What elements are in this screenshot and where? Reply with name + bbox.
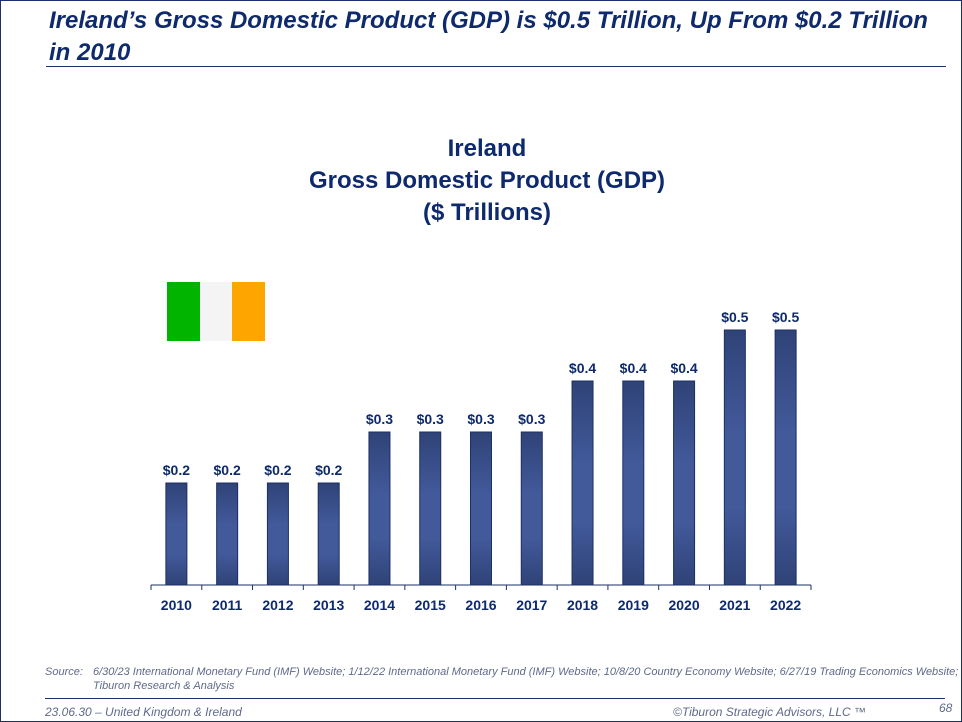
data-label-2018: $0.4 <box>569 360 596 376</box>
flag-white <box>199 282 233 341</box>
x-tick-label-2010: 2010 <box>161 597 192 613</box>
bar-2010 <box>165 482 188 586</box>
chart-title-line2: Gross Domestic Product (GDP) <box>308 167 666 194</box>
data-label-2021: $0.5 <box>721 309 748 325</box>
x-tick-label-2022: 2022 <box>770 597 801 613</box>
x-tick-label-2021: 2021 <box>719 597 750 613</box>
data-label-2022: $0.5 <box>772 309 799 325</box>
bar-2011 <box>216 482 239 586</box>
bar-2017 <box>520 431 543 586</box>
slide-title: Ireland’s Gross Domestic Product (GDP) i… <box>49 7 928 66</box>
source-text: 6/30/23 International Monetary Fund (IMF… <box>93 666 959 692</box>
header-divider <box>46 66 946 67</box>
bar-2022 <box>774 329 797 586</box>
bar-2015 <box>419 431 442 586</box>
bar-2018 <box>571 380 594 586</box>
bar-2020 <box>673 380 696 586</box>
chart-title: Ireland Gross Domestic Product (GDP) ($ … <box>187 133 787 229</box>
bar-2014 <box>368 431 391 586</box>
x-tick-label-2017: 2017 <box>516 597 547 613</box>
x-tick-label-2011: 2011 <box>212 597 243 613</box>
data-label-2011: $0.2 <box>214 462 241 478</box>
x-tick-label-2018: 2018 <box>567 597 598 613</box>
data-label-2010: $0.2 <box>163 462 190 478</box>
data-label-2016: $0.3 <box>467 411 494 427</box>
data-label-2015: $0.3 <box>417 411 444 427</box>
data-label-2020: $0.4 <box>670 360 697 376</box>
source-label: Source: <box>45 666 83 678</box>
footer-left: 23.06.30 – United Kingdom & Ireland <box>45 705 242 719</box>
bar-2021 <box>723 329 746 586</box>
chart-title-line1: Ireland <box>447 135 527 162</box>
data-label-2017: $0.3 <box>518 411 545 427</box>
bar-2019 <box>622 380 645 586</box>
footer-copyright: ©Tiburon Strategic Advisors, LLC ™ <box>673 705 867 719</box>
bar-2012 <box>266 482 289 586</box>
footer-divider <box>45 698 945 699</box>
x-tick-label-2016: 2016 <box>465 597 496 613</box>
x-tick-label-2014: 2014 <box>364 597 395 613</box>
bar-2013 <box>317 482 340 586</box>
x-tick-label-2012: 2012 <box>262 597 293 613</box>
data-label-2012: $0.2 <box>264 462 291 478</box>
x-tick-label-2020: 2020 <box>668 597 699 613</box>
x-tick-label-2013: 2013 <box>313 597 344 613</box>
data-label-2013: $0.2 <box>315 462 342 478</box>
page-number: 68 <box>939 701 953 715</box>
data-label-2019: $0.4 <box>620 360 647 376</box>
bar-chart: $0.2 2010 $0.2 2011 $0.2 2012 $0.2 2013 $0.3 2014… <box>150 309 812 613</box>
bar-2016 <box>470 431 492 586</box>
x-tick-label-2019: 2019 <box>618 597 649 613</box>
x-tick-label-2015: 2015 <box>415 597 446 613</box>
ireland-flag-icon <box>167 282 266 341</box>
flag-green <box>167 282 200 341</box>
data-label-2014: $0.3 <box>366 411 393 427</box>
flag-orange <box>232 282 266 341</box>
chart-title-line3: ($ Trillions) <box>422 199 551 226</box>
